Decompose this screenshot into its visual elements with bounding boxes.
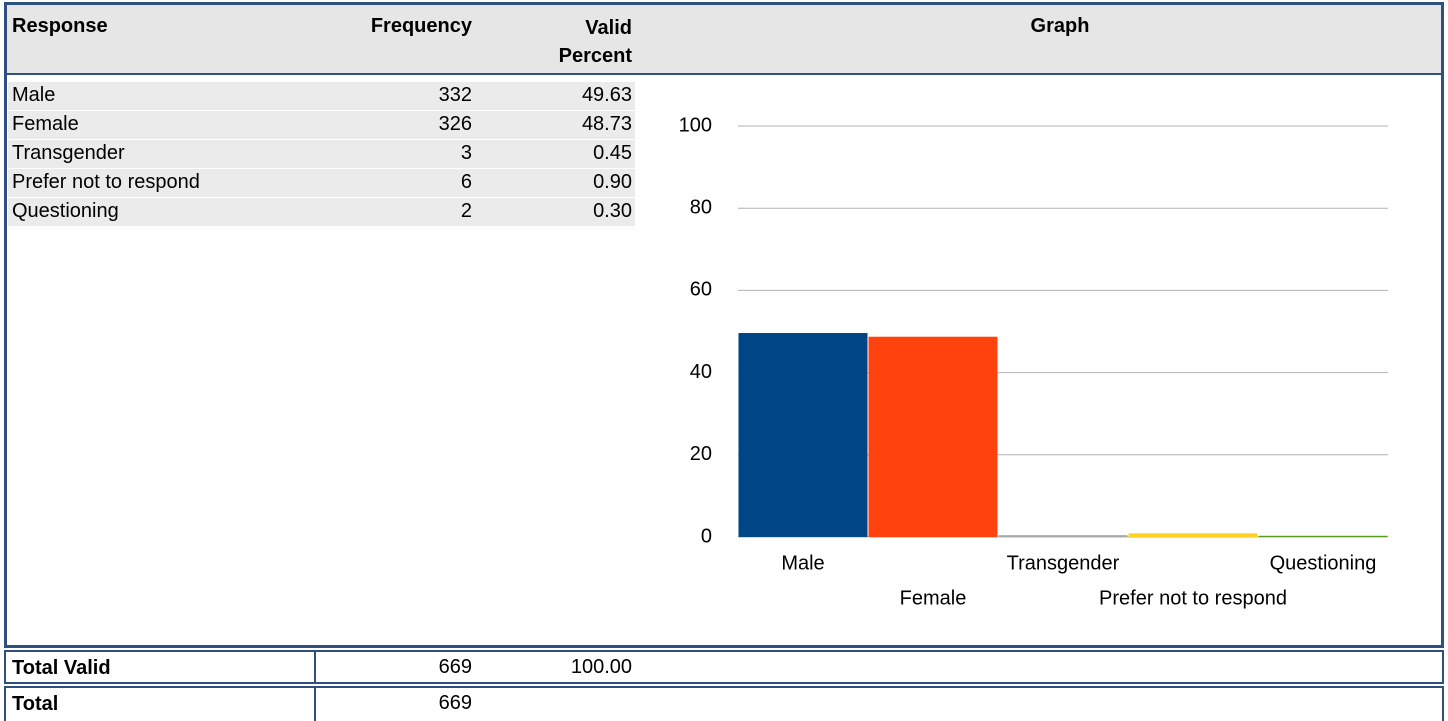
- bar: [998, 535, 1128, 537]
- y-tick-label: 20: [690, 443, 712, 465]
- frequency-cell: 2: [460, 200, 472, 222]
- response-cell: Female: [12, 113, 79, 135]
- percent-cell: 48.73: [581, 113, 632, 135]
- y-tick-label: 0: [701, 525, 712, 547]
- table-row: [8, 111, 635, 139]
- total-cell: 669: [438, 656, 472, 678]
- x-tick-label: Female: [900, 587, 967, 609]
- frequency-cell: 326: [438, 113, 472, 135]
- x-tick-label: Transgender: [1007, 552, 1120, 574]
- response-cell: Questioning: [12, 200, 119, 222]
- frequency-cell: 3: [460, 142, 472, 164]
- x-tick-label: Questioning: [1270, 552, 1377, 574]
- bar: [738, 333, 868, 537]
- percent-cell: 0.30: [593, 200, 632, 222]
- y-tick-label: 100: [679, 114, 712, 136]
- total-label: Total: [12, 693, 59, 715]
- response-cell: Male: [12, 84, 56, 106]
- header-cell: Response: [12, 15, 108, 37]
- table-row: [8, 140, 635, 168]
- header-row: [7, 5, 1441, 75]
- percent-cell: 0.45: [593, 142, 632, 164]
- total-cell: 669: [438, 692, 472, 714]
- x-tick-label: Prefer not to respond: [1099, 587, 1287, 609]
- total-valid-row: [4, 650, 1444, 684]
- main-frame: [4, 2, 1444, 648]
- table-row: [8, 169, 635, 197]
- bar: [868, 336, 998, 537]
- y-tick-label: 40: [690, 361, 712, 383]
- frequency-cell: 6: [460, 171, 472, 193]
- frequency-cell: 332: [438, 84, 472, 106]
- table-row: [8, 198, 635, 226]
- response-cell: Prefer not to respond: [12, 171, 200, 193]
- table-row: [8, 82, 635, 110]
- x-tick-label: Male: [781, 552, 824, 574]
- y-tick-label: 60: [690, 279, 712, 301]
- total-row: [4, 686, 1444, 721]
- header-cell: Valid Percent: [558, 17, 632, 67]
- divider: [314, 686, 316, 721]
- response-cell: Transgender: [12, 142, 125, 164]
- bar: [1128, 533, 1258, 537]
- total-cell: 100.00: [570, 656, 632, 678]
- bar: [1258, 535, 1388, 537]
- header-cell: Graph: [1030, 15, 1090, 37]
- total-label: Total Valid: [12, 657, 111, 679]
- percent-cell: 0.90: [593, 171, 632, 193]
- percent-cell: 49.63: [581, 84, 632, 106]
- header-cell: Frequency: [370, 15, 472, 37]
- divider: [314, 650, 316, 684]
- y-tick-label: 80: [690, 196, 712, 218]
